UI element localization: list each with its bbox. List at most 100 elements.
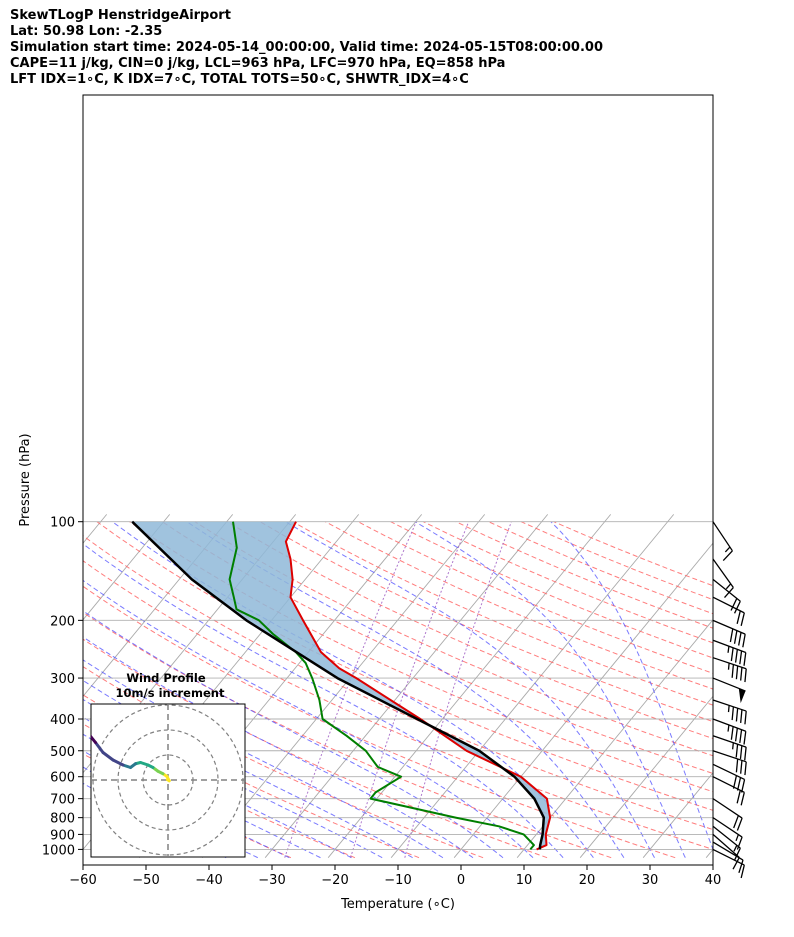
dry-adiabat <box>292 521 713 706</box>
wind-barb-feather <box>733 847 741 861</box>
y-tick-label: 900 <box>50 828 75 843</box>
moist-adiabat <box>83 610 504 859</box>
x-tick-label: −50 <box>132 873 159 888</box>
stability-indices: LFT IDX=1∘C, K IDX=7∘C, TOTAL TOTS=50∘C,… <box>10 72 469 87</box>
wind-barb-feather <box>734 649 738 663</box>
parcel-line <box>131 520 546 850</box>
x-tick-label: −30 <box>258 873 285 888</box>
dry-adiabat <box>83 611 612 859</box>
moist-adiabat <box>83 659 444 859</box>
wind-barb-feather <box>734 728 738 742</box>
wind-barb <box>712 677 746 704</box>
wind-barb-feather <box>722 550 733 561</box>
isotherm-line <box>642 772 713 858</box>
wind-barb-feather <box>731 706 735 721</box>
wind-barb-feather <box>740 612 745 626</box>
isotherm-line <box>579 695 713 858</box>
x-tick-label: 20 <box>579 873 596 888</box>
x-tick-label: 0 <box>457 873 465 888</box>
x-tick-label: 40 <box>705 873 722 888</box>
isotherm-line <box>453 542 713 858</box>
pressure-gridlines <box>83 521 713 850</box>
wind-barb-staff <box>712 817 743 838</box>
isotherm-line <box>705 848 713 858</box>
y-tick-label: 600 <box>50 771 75 786</box>
wind-barb-feather <box>743 652 747 666</box>
x-axis-label: Temperature (∘C) <box>340 897 455 912</box>
wind-barb-staff <box>712 841 744 861</box>
wind-barb-feather <box>740 667 743 681</box>
moist-adiabat <box>550 521 713 851</box>
moist-adiabat <box>414 521 686 858</box>
wind-barb-feather <box>735 758 739 773</box>
y-tick-label: 100 <box>50 516 75 531</box>
wind-barb-staff <box>712 558 734 588</box>
wind-barb-feather <box>736 790 741 804</box>
wind-barb <box>712 776 745 806</box>
wind-barb-half-feather <box>733 845 738 852</box>
wind-barb-feather <box>731 664 735 678</box>
wind-barb-flag <box>738 688 746 704</box>
wind-barbs <box>712 521 747 879</box>
simulation-times: Simulation start time: 2024-05-14_00:00:… <box>10 40 603 55</box>
wind-barb <box>712 558 734 598</box>
wind-barb-feather <box>739 745 743 759</box>
wind-barb-feather <box>739 729 743 744</box>
wind-barb-feather <box>730 726 734 740</box>
wind-barb-feather <box>740 864 745 879</box>
x-tick-label: −60 <box>69 873 96 888</box>
wind-barb-feather <box>735 665 739 680</box>
wind-barb <box>712 825 741 861</box>
wind-barb-feather <box>740 779 746 793</box>
wind-barb-half-feather <box>727 705 730 713</box>
wind-barb-half-feather <box>732 742 734 750</box>
dry-adiabat <box>227 521 713 740</box>
dry-adiabat <box>423 521 713 644</box>
wind-barb-staff <box>712 848 745 866</box>
moist-adiabat <box>112 521 594 858</box>
dewpoint-line <box>228 521 535 851</box>
wind-barb <box>712 735 747 761</box>
wind-barb-half-feather <box>727 646 730 653</box>
wind-barb <box>712 848 745 879</box>
wind-barb-feather <box>735 708 739 722</box>
wind-barb-feather <box>736 817 743 831</box>
wind-barb-staff <box>712 825 741 849</box>
cape-shading <box>132 521 551 850</box>
hodograph-segment <box>94 741 105 754</box>
wind-barb-feather <box>733 815 739 829</box>
wind-barb-feather <box>732 857 740 870</box>
wind-barb-feather <box>740 792 745 806</box>
wind-barb-staff <box>712 750 747 763</box>
dry-adiabat <box>520 521 713 601</box>
wind-barb-half-feather <box>725 583 732 590</box>
inset-subtitle: 10m/s increment <box>116 686 225 700</box>
hodograph-segment <box>101 751 115 762</box>
isotherm-line <box>201 514 486 858</box>
x-tick-label: −20 <box>321 873 348 888</box>
y-tick-label: 1000 <box>42 843 75 858</box>
wind-barb <box>712 657 747 683</box>
wind-barb-half-feather <box>735 834 739 842</box>
y-tick-label: 300 <box>50 672 75 687</box>
wind-barb <box>712 521 733 561</box>
isotherm-line <box>0 514 44 857</box>
wind-barb-feather <box>743 731 747 745</box>
wind-barb-feather <box>736 777 742 791</box>
wind-barb <box>712 841 744 873</box>
dry-adiabat <box>129 521 713 793</box>
hodograph-segment <box>91 734 92 738</box>
wind-barb <box>712 699 747 725</box>
wind-barb-feather <box>732 775 738 789</box>
y-tick-label: 800 <box>50 812 75 827</box>
inset-title: Wind Profile <box>126 671 206 685</box>
wind-barb <box>712 833 740 870</box>
isotherm-line <box>516 619 713 858</box>
x-tick-label: −40 <box>195 873 222 888</box>
wind-barb-feather <box>744 747 747 761</box>
wind-barb-feather <box>730 647 734 662</box>
wind-barb-feather <box>740 709 743 723</box>
chart-title-block: SkewTLogP HenstridgeAirport Lat: 50.98 L… <box>10 8 603 88</box>
wind-barb-feather <box>735 744 739 758</box>
